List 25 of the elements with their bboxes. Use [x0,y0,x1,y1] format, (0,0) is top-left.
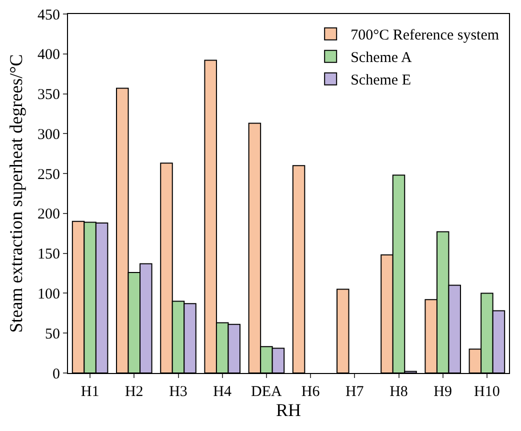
y-tick-label: 0 [52,366,60,382]
y-axis-title: Steam extraction superheat degrees/°C [6,54,26,333]
y-tick-label: 400 [38,47,60,64]
x-tick-label: H3 [169,384,188,400]
y-tick-label: 250 [38,166,60,183]
legend-label: Scheme E [350,72,411,89]
y-tick-label: 350 [38,87,60,104]
y-tick-label: 100 [38,286,60,302]
x-tick-label: H2 [124,384,144,400]
y-tick-label: 150 [38,246,60,263]
y-tick-label: 50 [45,326,60,342]
x-tick-label: H7 [345,384,364,400]
x-tick-label: H9 [434,384,452,400]
x-tick-label: H10 [474,384,500,400]
y-tick-label: 450 [38,7,60,24]
x-tick-label: H8 [390,384,408,400]
y-tick-label: 200 [38,206,60,223]
y-tick-label: 300 [38,126,60,143]
x-tick-label: H4 [213,384,232,400]
x-tick-label: H6 [301,384,320,400]
legend-label: 700°C Reference system [350,28,500,44]
x-tick-label: H1 [80,384,100,400]
legend-label: Scheme A [350,50,412,66]
x-axis-title: RH [276,400,302,420]
x-tick-label: DEA [251,384,282,400]
